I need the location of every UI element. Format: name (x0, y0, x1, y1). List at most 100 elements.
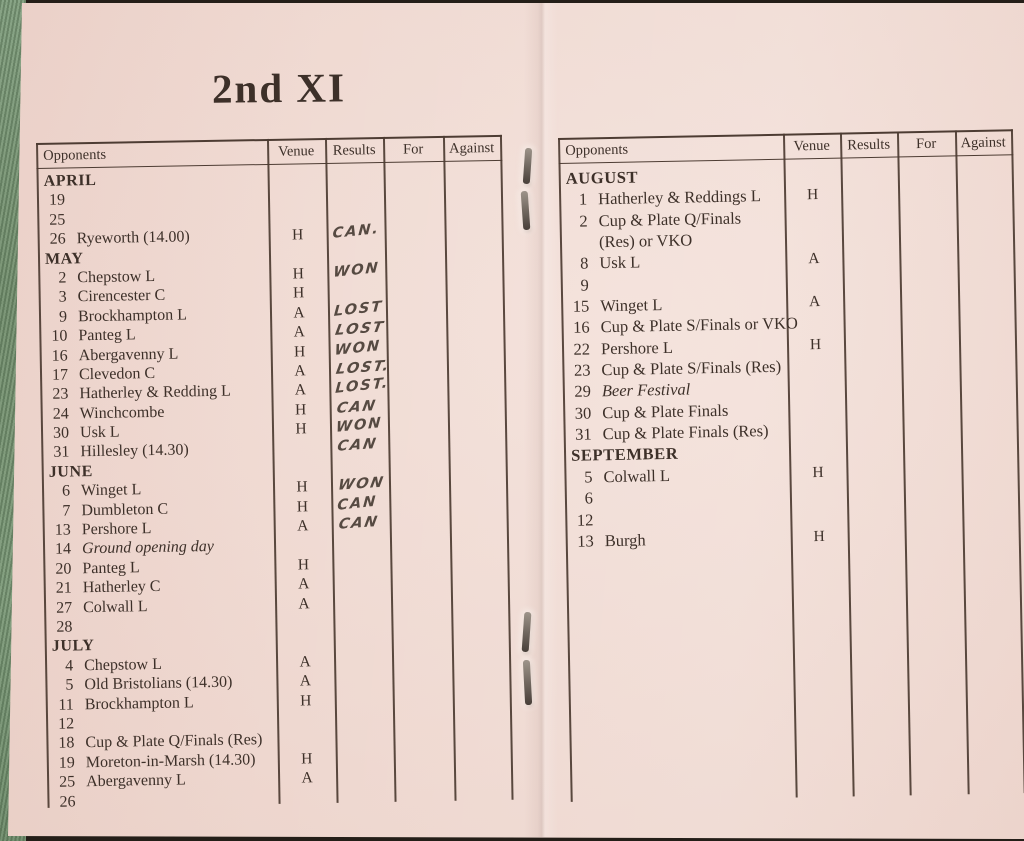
opponent-name: Chepstow L (83, 655, 163, 675)
fixture-day: 31 (53, 443, 70, 462)
fixture-day: 31 (575, 424, 592, 444)
fixture-day: 22 (573, 339, 591, 359)
venue-letter: H (295, 420, 307, 438)
venue-letter: H (301, 749, 313, 768)
month-name: APRIL (43, 171, 97, 190)
venue-letter: A (297, 575, 310, 593)
opponent-name: Cup & Plate S/Finals (Res) (601, 356, 782, 380)
venue-letter: A (301, 769, 313, 787)
fixture-day: 26 (59, 792, 76, 811)
fixture-day: 24 (52, 405, 69, 423)
opponent-name: Burgh (604, 530, 646, 551)
fixtures-table-right: Opponents Venue Results For Against AUGU… (558, 129, 1024, 806)
fixture-day: 29 (574, 381, 592, 402)
column-header-for: For (402, 141, 424, 158)
opponent-name: Pershore L (81, 520, 152, 539)
opponent-name: Hillesley (14.30) (80, 441, 189, 461)
fixture-day: 7 (62, 502, 71, 520)
month-name: AUGUST (565, 167, 639, 188)
fixture-day: 27 (55, 599, 73, 617)
fixture-day: 26 (49, 230, 66, 248)
venue-letter: H (297, 556, 310, 574)
opponent-name: Winget L (80, 481, 142, 500)
opponent-name: Abergavenny L (78, 345, 179, 364)
booklet-centre-crease (524, 3, 558, 837)
venue-letter: H (294, 401, 307, 419)
venue-letter: A (298, 594, 310, 613)
opponent-name: Cup & Plate Finals (602, 400, 729, 422)
fixture-day: 11 (58, 695, 74, 714)
right-table-rows: AUGUST 1 Hatherley & Reddings L H 2 Cup & Pla… (559, 159, 1021, 552)
result-handwritten: LOST. (334, 375, 390, 398)
fixture-day: 13 (577, 531, 594, 551)
fixture-day: 16 (572, 317, 590, 338)
fixture-day: 6 (61, 482, 71, 500)
fixture-day: 9 (580, 275, 590, 295)
month-name: MAY (44, 249, 84, 268)
opponent-name: Brockhampton L (84, 693, 194, 713)
opponent-name: Cup & Plate Q/Finals (Res) (85, 731, 263, 752)
opponent-name: (Res) or VKO (598, 230, 693, 252)
opponent-name: Hatherley C (82, 578, 161, 597)
venue-letter: A (808, 250, 820, 268)
venue-letter: H (296, 497, 309, 516)
opponent-name: Hatherley & Reddings L (597, 186, 762, 209)
fixture-day: 2 (58, 269, 67, 287)
result-handwritten: CAN (337, 514, 381, 533)
opponent-name: Colwall L (82, 597, 148, 616)
opponent-name: Cup & Plate S/Finals or VKO (600, 313, 799, 337)
venue-letter: H (293, 342, 306, 361)
column-header-venue: Venue (793, 137, 830, 155)
fixture-day: 21 (55, 579, 72, 597)
month-name: JULY (51, 637, 95, 656)
fixture-day: 25 (49, 211, 66, 229)
fixture-day: 8 (579, 253, 589, 273)
column-header-for: For (915, 135, 937, 153)
fixture-day: 17 (51, 366, 69, 384)
venue-letter: H (292, 284, 305, 302)
venue-letter: H (806, 186, 819, 204)
opponent-name: Dumbleton C (81, 500, 169, 519)
opponent-name: Usk L (599, 252, 641, 273)
fixture-day: 30 (52, 424, 70, 442)
fixture-day: 10 (51, 327, 68, 345)
opponent-name: Chepstow L (77, 267, 156, 287)
fixture-day: 15 (572, 296, 590, 316)
venue-letter: A (296, 517, 309, 535)
venue-letter: H (300, 691, 312, 710)
left-table-rows: APRIL 19 25 26 Ryeworth (14.00) H CAN. MAY 2 Chep… (37, 164, 514, 812)
fixture-day (560, 247, 588, 248)
column-header-against: Against (448, 140, 495, 157)
venue-letter: H (812, 463, 824, 481)
fixture-day: 19 (58, 754, 75, 772)
fixtures-table-left: Opponents Venue Results For Against APRI… (36, 134, 514, 812)
opponent-name: Clevedon C (78, 364, 156, 384)
fixture-day: 23 (573, 360, 591, 380)
result-handwritten: CAN. (331, 221, 381, 243)
result-handwritten: WON (334, 337, 382, 359)
venue-letter: H (292, 265, 305, 283)
fixture-day: 16 (51, 346, 68, 365)
fixture-day: 5 (584, 467, 593, 487)
column-header-opponents: Opponents (43, 146, 107, 164)
fixture-day: 20 (55, 560, 72, 578)
fixture-day: 14 (54, 540, 72, 559)
opponent-name: Moreton-in-Marsh (14.30) (85, 750, 256, 771)
opponent-name: Ground opening day (81, 538, 215, 558)
opponent-name: Winget L (600, 295, 663, 316)
column-header-results: Results (332, 142, 376, 159)
column-header-results: Results (847, 136, 891, 154)
result-handwritten: CAN (335, 436, 379, 456)
page-title: 2nd XI (211, 64, 347, 112)
fixture-day: 9 (58, 308, 68, 326)
venue-letter: H (813, 527, 825, 546)
opponent-name: Pershore L (600, 337, 674, 358)
opponent-name: Beer Festival (601, 379, 691, 401)
fixture-day: 4 (64, 657, 74, 675)
venue-letter: H (296, 478, 308, 496)
opponent-name: Cirencester C (77, 287, 166, 306)
venue-letter: H (809, 335, 822, 353)
venue-letter: A (294, 381, 307, 399)
opponent-name: Colwall L (603, 465, 671, 486)
opponent-name: Panteg L (78, 326, 136, 345)
